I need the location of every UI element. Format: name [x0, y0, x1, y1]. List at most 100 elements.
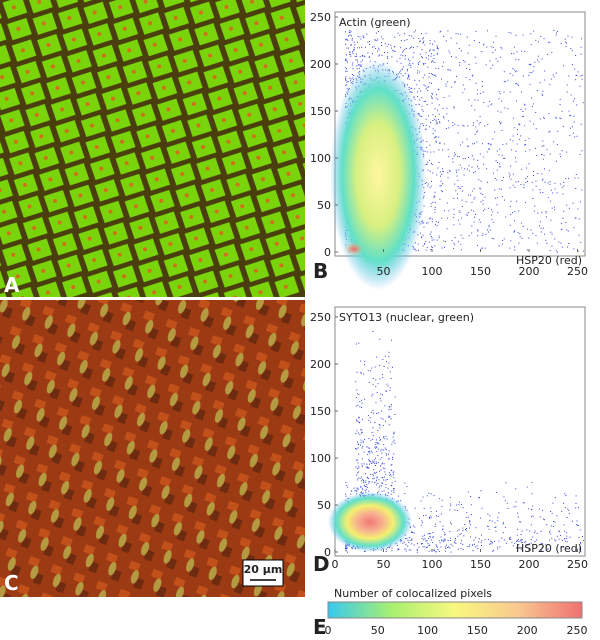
scatter-pixel [358, 421, 359, 422]
scatter-pixel [356, 491, 357, 492]
scatter-pixel [575, 79, 576, 80]
scatter-pixel [536, 155, 537, 156]
scatter-pixel [355, 56, 356, 57]
scatter-pixel [481, 181, 482, 182]
scatter-pixel [517, 513, 518, 514]
scatter-pixel [441, 190, 442, 191]
scatter-pixel [390, 387, 391, 388]
scatter-pixel [459, 188, 460, 189]
scatter-pixel [419, 100, 420, 101]
scatter-pixel [378, 412, 379, 413]
scatter-pixel [562, 194, 563, 195]
scatter-pixel [420, 91, 421, 92]
y-tick-label: 50 [317, 499, 331, 512]
scatter-pixel [391, 378, 392, 379]
scatter-pixel [439, 114, 440, 115]
scatter-pixel [425, 241, 426, 242]
scatter-pixel [409, 537, 410, 538]
x-tick-label: 250 [567, 558, 588, 571]
scatter-pixel [361, 407, 362, 408]
scatter-pixel [480, 154, 481, 155]
scatter-pixel [404, 33, 405, 34]
scatter-pixel [380, 394, 381, 395]
scatter-pixel [402, 543, 403, 544]
scatter-pixel [482, 81, 483, 82]
scatter-pixel [381, 55, 382, 56]
scatter-pixel [435, 75, 436, 76]
scatter-pixel [383, 468, 384, 469]
scatter-pixel [419, 104, 420, 105]
scatter-pixel [468, 99, 469, 100]
scatter-pixel [549, 42, 550, 43]
x-tick-label: 200 [519, 558, 540, 571]
scatter-pixel [376, 472, 377, 473]
scatter-pixel [404, 542, 405, 543]
scatter-pixel [511, 201, 512, 202]
scatter-pixel [515, 157, 516, 158]
scatter-pixel [369, 56, 370, 57]
scatter-pixel [414, 545, 415, 546]
scatter-pixel [499, 541, 500, 542]
scatter-pixel [431, 53, 432, 54]
scatter-pixel [382, 374, 383, 375]
scatter-pixel [432, 221, 433, 222]
scatter-pixel [448, 177, 449, 178]
scatter-pixel [537, 173, 538, 174]
scatter-pixel [582, 75, 583, 76]
scatter-pixel [422, 536, 423, 537]
scatter-pixel [533, 189, 534, 190]
scatter-pixel [430, 43, 431, 44]
scatter-pixel [377, 39, 378, 40]
scatter-pixel [464, 524, 465, 525]
scatter-pixel [400, 70, 401, 71]
scatter-pixel [577, 208, 578, 209]
scatter-pixel [543, 519, 544, 520]
scatter-pixel [540, 118, 541, 119]
scatter-pixel [488, 208, 489, 209]
scatter-pixel [372, 439, 373, 440]
scatter-pixel [444, 97, 445, 98]
scatter-pixel [543, 179, 544, 180]
scatter-pixel [566, 46, 567, 47]
scatter-pixel [426, 33, 427, 34]
scatter-pixel [381, 411, 382, 412]
scatter-pixel [418, 244, 419, 245]
scatter-pixel [533, 171, 534, 172]
colorbar-tick-label: 150 [467, 624, 488, 637]
scatter-pixel [368, 483, 369, 484]
scatter-pixel [499, 91, 500, 92]
scatter-pixel [385, 356, 386, 357]
scatter-pixel [464, 175, 465, 176]
scatter-pixel [422, 106, 423, 107]
scatter-pixel [447, 228, 448, 229]
scatter-pixel [525, 202, 526, 203]
scatter-pixel [395, 397, 396, 398]
scatter-pixel [454, 510, 455, 511]
scatter-pixel [403, 50, 404, 51]
scatter-pixel [374, 459, 375, 460]
scatter-pixel [442, 183, 443, 184]
scatter-pixel [490, 144, 491, 145]
scatter-pixel [425, 45, 426, 46]
scatter-pixel [428, 115, 429, 116]
scatter-pixel [421, 97, 422, 98]
scatter-pixel [461, 504, 462, 505]
scatter-pixel [441, 181, 442, 182]
scatter-pixel [394, 414, 395, 415]
scatter-pixel [356, 389, 357, 390]
scatter-pixel [528, 238, 529, 239]
scatter-pixel [518, 59, 519, 60]
scatter-pixel [354, 490, 355, 491]
scatter-pixel [547, 149, 548, 150]
scatter-pixel [489, 515, 490, 516]
scatter-pixel [419, 80, 420, 81]
scatter-pixel [409, 48, 410, 49]
scatter-pixel [551, 79, 552, 80]
scatter-pixel [365, 473, 366, 474]
scatter-pixel [518, 232, 519, 233]
scatter-pixel [468, 194, 469, 195]
scatter-pixel [540, 192, 541, 193]
scatter-pixel [411, 88, 412, 89]
scatter-pixel [381, 485, 382, 486]
scatter-pixel [362, 479, 363, 480]
